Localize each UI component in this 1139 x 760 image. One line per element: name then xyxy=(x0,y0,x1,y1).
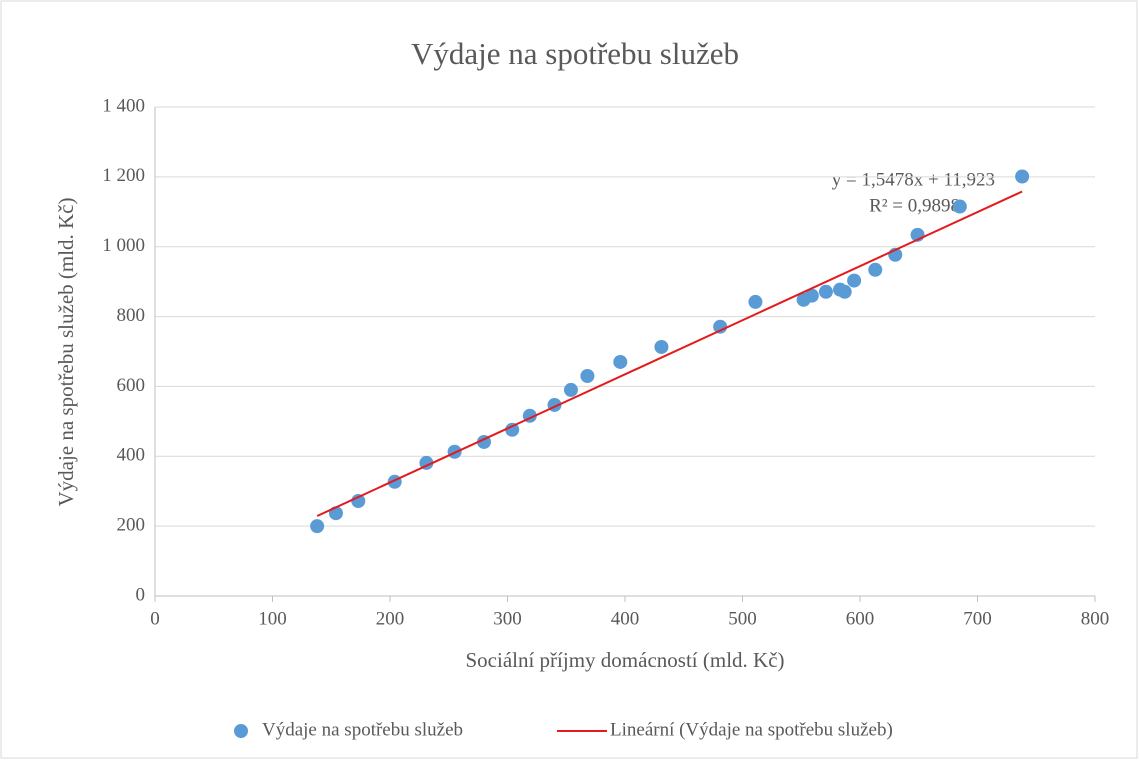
y-tick-label: 600 xyxy=(117,375,146,396)
scatter-point xyxy=(1015,169,1030,184)
scatter-point xyxy=(580,368,595,383)
scatter-point xyxy=(654,339,669,354)
y-tick-label: 1 400 xyxy=(102,95,145,116)
legend-label: Výdaje na spotřebu služeb xyxy=(262,719,463,740)
scatter-point xyxy=(868,262,883,277)
trendline xyxy=(316,190,1023,517)
trendline-equation: y = 1,5478x + 11,923 xyxy=(832,169,995,190)
scatter-point xyxy=(952,199,967,214)
x-tick-label: 400 xyxy=(611,608,640,629)
x-tick-label: 700 xyxy=(963,608,992,629)
legend-label: Lineární (Výdaje na spotřebu služeb) xyxy=(610,719,893,740)
legend-marker xyxy=(234,724,248,738)
scatter-point xyxy=(804,288,819,303)
x-tick-label: 600 xyxy=(846,608,875,629)
scatter-point xyxy=(563,382,578,397)
y-tick-label: 400 xyxy=(117,445,146,466)
y-tick-label: 0 xyxy=(136,584,146,605)
scatter-point xyxy=(837,284,852,299)
x-tick-label: 200 xyxy=(376,608,405,629)
x-tick-label: 300 xyxy=(493,608,522,629)
scatter-point xyxy=(847,273,862,288)
scatter-point xyxy=(613,354,628,369)
y-tick-label: 1 200 xyxy=(102,165,145,186)
scatter-point xyxy=(713,319,728,334)
scatter-point xyxy=(748,294,763,309)
chart-title: Výdaje na spotřebu služeb xyxy=(411,36,739,71)
y-tick-label: 1 000 xyxy=(102,235,145,256)
y-tick-label: 200 xyxy=(117,515,146,536)
scatter-point xyxy=(351,493,366,508)
y-tick-label: 800 xyxy=(117,305,146,326)
x-tick-label: 100 xyxy=(258,608,287,629)
x-tick-label: 800 xyxy=(1081,608,1110,629)
trendline-r2: R² = 0,9898 xyxy=(869,195,960,216)
x-tick-label: 500 xyxy=(728,608,757,629)
y-axis-label: Výdaje na spotřebu služeb (mld. Kč) xyxy=(54,197,78,506)
scatter-point xyxy=(310,519,325,534)
x-tick-label: 0 xyxy=(150,608,160,629)
scatter-point xyxy=(505,422,520,437)
scatter-point xyxy=(818,284,833,299)
x-axis-label: Sociální příjmy domácností (mld. Kč) xyxy=(465,648,784,672)
